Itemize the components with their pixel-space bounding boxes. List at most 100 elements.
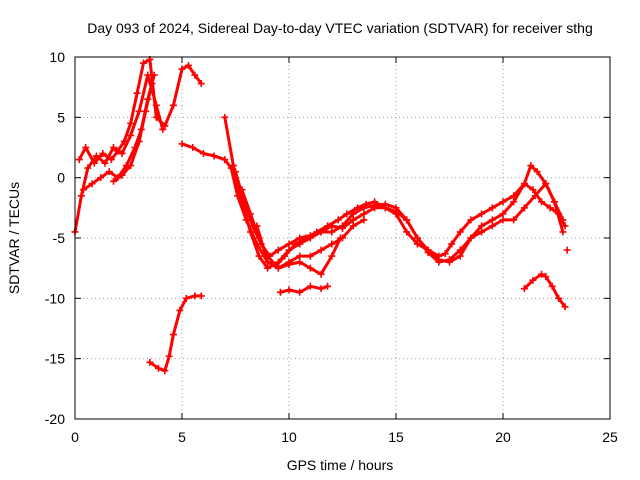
data-point: [127, 162, 135, 170]
data-point: [285, 261, 293, 269]
data-point: [360, 210, 368, 218]
series-track-e: [146, 292, 205, 375]
data-point: [142, 107, 150, 115]
data-point: [317, 270, 325, 278]
data-point: [306, 282, 314, 290]
series-trace: [223, 115, 565, 270]
data-point: [276, 288, 284, 296]
data-point: [191, 292, 199, 300]
data-point: [510, 198, 518, 206]
data-point: [499, 210, 507, 218]
grid: [75, 57, 610, 419]
data-point: [92, 152, 100, 160]
data-point: [82, 144, 90, 151]
data-point: [403, 228, 411, 236]
x-tick-label: 20: [495, 429, 511, 445]
data-point: [448, 240, 456, 248]
data-point: [317, 246, 325, 254]
data-point: [296, 240, 304, 248]
data-point: [246, 228, 254, 236]
x-tick-label: 10: [281, 429, 297, 445]
data-point: [189, 144, 197, 151]
data-point: [413, 240, 421, 248]
data-point: [328, 222, 336, 230]
data-point: [520, 204, 528, 212]
data-point: [139, 59, 147, 67]
data-point: [435, 258, 443, 266]
data-point: [274, 258, 282, 266]
data-point: [88, 180, 96, 188]
data-point: [255, 252, 263, 260]
data-point: [538, 198, 546, 206]
x-axis-title: GPS time / hours: [287, 457, 394, 473]
data-point: [152, 101, 160, 109]
data-point: [529, 186, 537, 194]
chart-title: Day 093 of 2024, Sidereal Day-to-day VTE…: [87, 20, 593, 36]
data-point: [296, 234, 304, 242]
data-point: [197, 80, 205, 88]
data-point: [324, 282, 332, 290]
x-tick-label: 5: [178, 429, 186, 445]
data-point: [165, 352, 173, 360]
y-tick-label: -20: [45, 411, 65, 427]
data-point: [221, 156, 229, 164]
series-track-b: [71, 71, 167, 236]
data-point: [97, 174, 105, 182]
data-point: [127, 131, 135, 139]
axis-ticks: 0 5 10 15 20 25 -20 -15 -10 -5 0 5 10: [45, 49, 618, 445]
data-point: [339, 224, 346, 232]
data-point: [520, 285, 528, 293]
data-point: [80, 186, 88, 194]
data-point: [110, 144, 118, 151]
data-point: [488, 216, 496, 224]
data-point: [110, 177, 118, 185]
series-track-k: [276, 282, 332, 296]
data-point: [413, 234, 421, 242]
data-point: [381, 204, 389, 212]
data-point: [197, 292, 205, 300]
data-point: [296, 258, 304, 266]
data-point: [424, 248, 432, 256]
series-trace: [73, 73, 165, 234]
data-point: [559, 228, 567, 236]
data-point: [360, 216, 368, 224]
data-point: [285, 246, 293, 254]
data-point: [285, 240, 293, 248]
data-point: [527, 162, 535, 170]
data-point: [154, 364, 162, 372]
data-point: [176, 306, 184, 314]
data-point: [317, 228, 325, 236]
data-point: [178, 140, 186, 148]
y-tick-label: 10: [49, 49, 65, 65]
y-tick-label: -15: [45, 351, 65, 367]
data-point: [349, 210, 357, 218]
data-point: [101, 159, 109, 167]
data-point: [328, 240, 336, 248]
y-tick-label: 0: [57, 170, 65, 186]
data-point: [529, 276, 537, 284]
data-point: [306, 232, 314, 240]
data-point: [99, 150, 107, 158]
data-point: [169, 101, 177, 109]
data-point: [317, 285, 325, 293]
data-point: [478, 210, 486, 218]
data-point: [159, 125, 167, 133]
data-point: [264, 264, 272, 272]
data-point: [441, 250, 449, 258]
y-axis-title: SDTVAR / TECUs: [6, 182, 22, 294]
data-point: [343, 210, 351, 218]
data-point: [488, 222, 496, 230]
data-point: [264, 258, 272, 266]
data-point: [550, 198, 558, 206]
data-point: [306, 264, 314, 272]
data-point: [542, 273, 550, 281]
data-point: [191, 71, 199, 79]
data-point: [533, 168, 541, 176]
data-point: [403, 216, 411, 224]
data-point: [232, 168, 239, 176]
data-point: [221, 113, 229, 121]
data-point: [184, 61, 192, 69]
data-point: [499, 198, 507, 206]
series-track-a: [75, 55, 205, 167]
